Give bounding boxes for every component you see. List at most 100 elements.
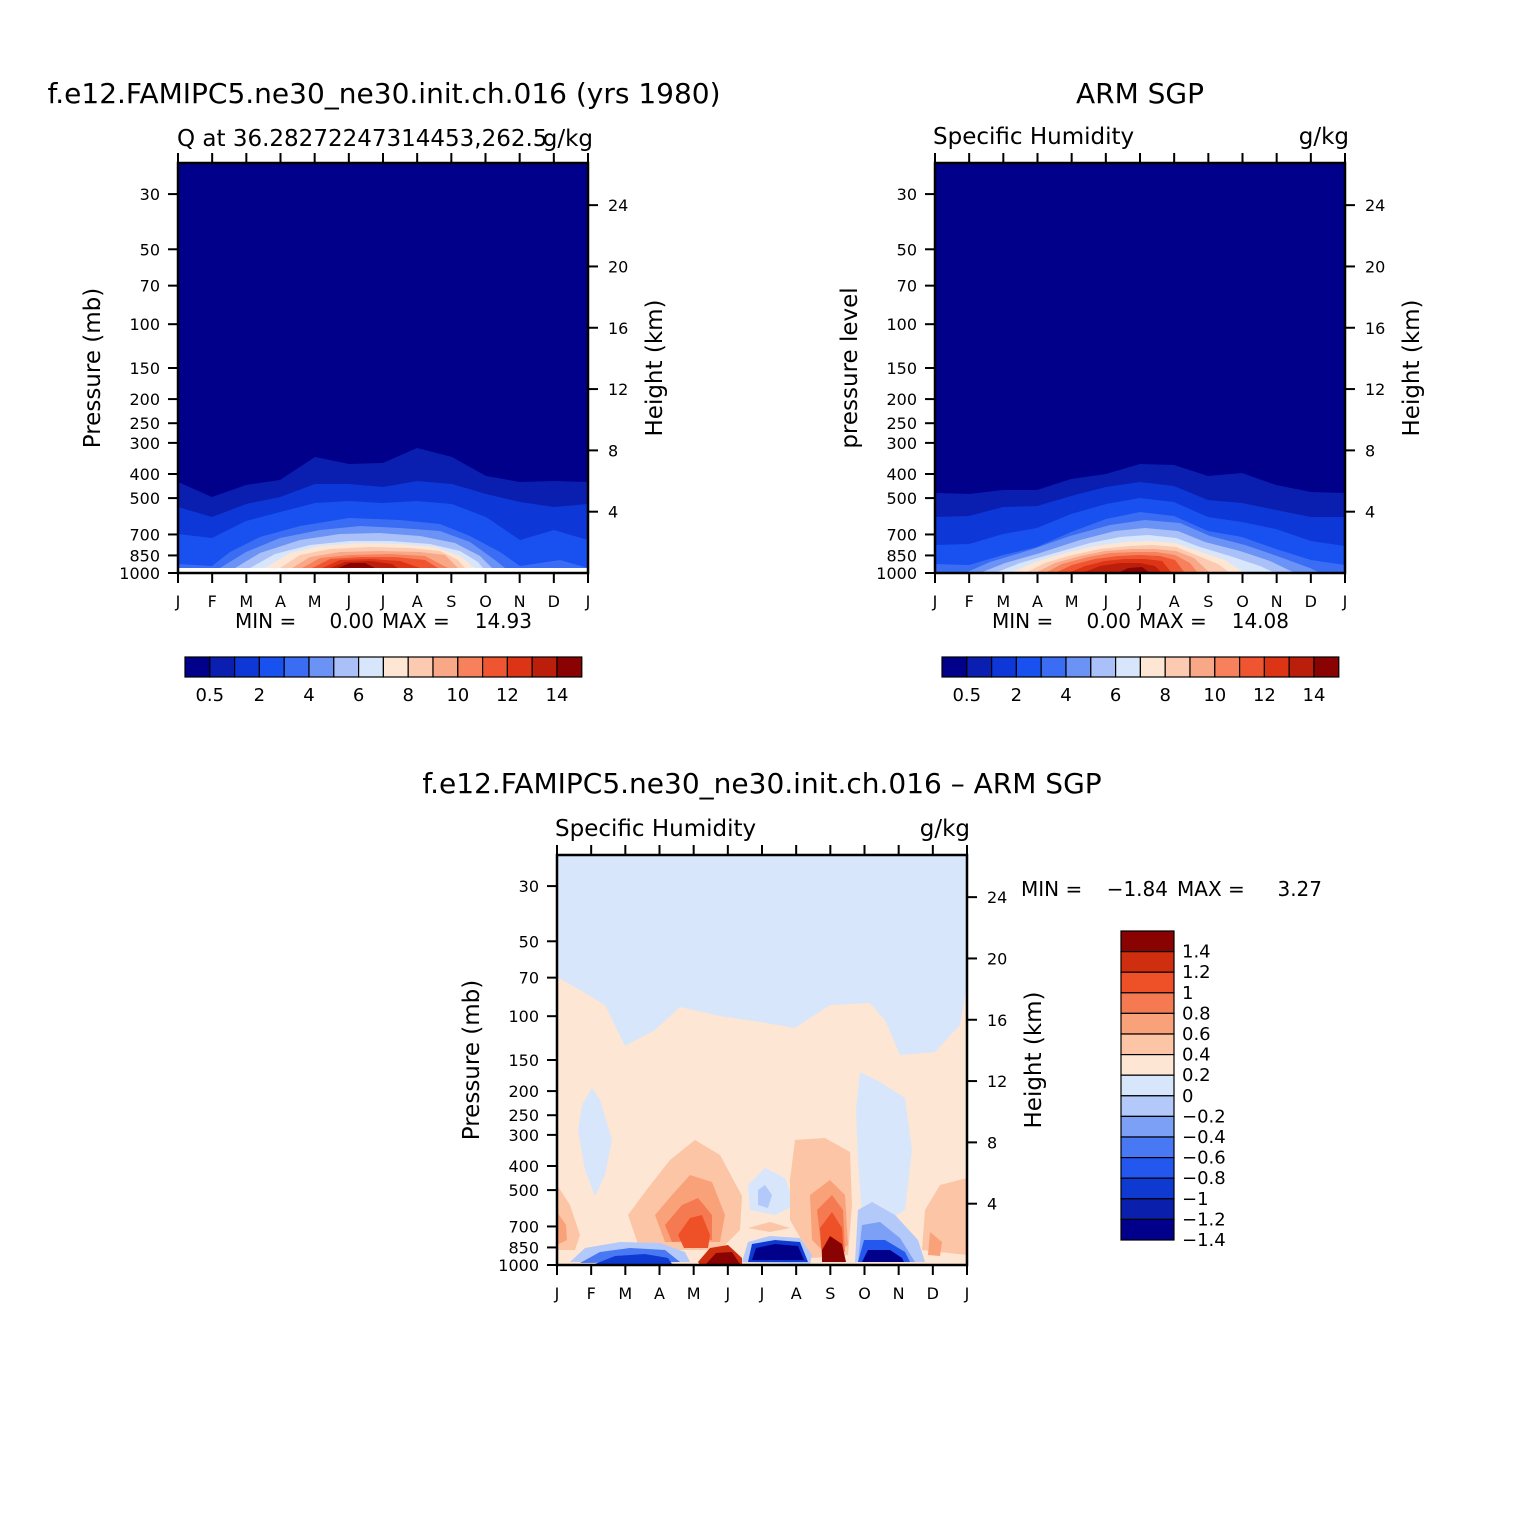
y-tick-label: 1000 (876, 564, 917, 583)
y-tick-label: 150 (129, 359, 160, 378)
colorbar-swatch (283, 656, 310, 678)
colorbar-label: −0.4 (1182, 1127, 1226, 1148)
x-tick-label: F (208, 592, 217, 611)
colorbar-label: 0.2 (1182, 1065, 1211, 1086)
panel-obs-min-label: MIN = (992, 609, 1053, 633)
diff-pos-jun-core-inner (706, 1252, 740, 1264)
colorbar-label: 2 (1011, 685, 1022, 706)
panel-model-field (178, 163, 588, 573)
colorbar-swatch (1120, 992, 1175, 1014)
y-tick-label: 850 (129, 546, 160, 565)
colorbar-label: 0.5 (195, 685, 224, 706)
panel-diff-colorbar: 1.41.210.80.60.40.20−0.2−0.4−0.6−0.8−1−1… (1120, 930, 1226, 1251)
diff-pos-sep-core (822, 1236, 846, 1262)
panel-diff-title: f.e12.FAMIPC5.ne30_ne30.init.ch.016 – AR… (422, 767, 1101, 800)
colorbar-swatch (1120, 971, 1175, 994)
colorbar-swatch (308, 656, 335, 678)
colorbar-swatch (1120, 950, 1175, 973)
colorbar-label: 4 (1060, 685, 1071, 706)
field-band-15 (1118, 567, 1150, 573)
colorbar-swatch (1288, 656, 1315, 678)
colorbar-label: −0.2 (1182, 1106, 1226, 1127)
colorbar-swatch (1120, 1198, 1175, 1221)
diff-neg-jul-2 (752, 1244, 804, 1260)
y-right-tick-label: 16 (608, 319, 628, 338)
panel-obs-right-ticks: 24 20 16 12 8 4 (1345, 196, 1385, 522)
colorbar-swatch (382, 656, 409, 678)
colorbar-label: 1.4 (1182, 942, 1211, 963)
y-tick-label: 400 (508, 1157, 539, 1176)
diff-pos-jul-strip (748, 1222, 790, 1232)
colorbar-swatch (1120, 1012, 1175, 1035)
colorbar-label: −0.8 (1182, 1168, 1226, 1189)
colorbar-swatch (1120, 1177, 1175, 1200)
colorbar-label: 1.2 (1182, 962, 1211, 983)
x-tick-label: S (446, 592, 456, 611)
colorbar-swatch (990, 656, 1017, 678)
panel-model-subtitle-left: Q at 36.28272247314453,262.5 (177, 126, 547, 152)
colorbar-swatch (1120, 1095, 1175, 1118)
panel-obs-field (935, 163, 1345, 573)
y-right-tick-label: 12 (608, 380, 628, 399)
panel-model-right-ticks: 24 20 16 12 8 4 (588, 196, 628, 522)
x-tick-label: F (587, 1284, 596, 1303)
x-tick-label: J (345, 592, 351, 611)
colorbar-swatch (941, 656, 968, 678)
y-right-tick-label: 12 (987, 1072, 1007, 1091)
x-tick-label: J (175, 592, 181, 611)
y-tick-label: 150 (886, 359, 917, 378)
colorbar-swatch (531, 656, 558, 678)
field-band-15 (338, 563, 375, 568)
colorbar-label: 0.4 (1182, 1045, 1211, 1066)
colorbar-swatch (1114, 656, 1141, 678)
colorbar-label: 0.5 (952, 685, 981, 706)
x-tick-label: J (724, 1284, 730, 1303)
colorbar-label: −0.6 (1182, 1148, 1226, 1169)
x-tick-label: A (1169, 592, 1180, 611)
colorbar-swatch (457, 656, 484, 678)
colorbar-label: 4 (303, 685, 314, 706)
panel-model-max-label: MAX = (382, 609, 450, 633)
colorbar-swatch (1214, 656, 1241, 678)
diff-neg-feb-2 (595, 1254, 672, 1264)
y-tick-label: 100 (886, 315, 917, 334)
x-tick-label: N (514, 592, 526, 611)
panel-model-min-value: 0.00 (329, 609, 374, 633)
panel-diff: f.e12.FAMIPC5.ne30_ne30.init.ch.016 – AR… (422, 767, 1322, 1303)
y-right-tick-label: 16 (987, 1011, 1007, 1030)
colorbar-label: 14 (546, 685, 569, 706)
colorbar-swatch (1120, 1156, 1175, 1179)
colorbar-swatch (1164, 656, 1191, 678)
y-tick-label: 500 (886, 489, 917, 508)
panel-diff-min-label: MIN = (1021, 877, 1082, 901)
panel-model-ylabel-right: Height (km) (642, 299, 668, 436)
panel-model-subtitle-right: g/kg (543, 126, 593, 152)
colorbar-label: 0 (1182, 1086, 1193, 1107)
colorbar-swatch (1120, 1053, 1175, 1076)
y-right-tick-label: 8 (1365, 441, 1375, 460)
y-right-tick-label: 20 (987, 949, 1007, 968)
y-tick-label: 30 (519, 877, 539, 896)
x-tick-label: O (1236, 592, 1249, 611)
colorbar-label: 2 (254, 685, 265, 706)
panel-diff-subtitle-left: Specific Humidity (555, 816, 756, 842)
colorbar-swatch (1065, 656, 1092, 678)
colorbar-label: 14 (1303, 685, 1326, 706)
colorbar-label: −1.2 (1182, 1209, 1226, 1230)
colorbar-label: 6 (1110, 685, 1121, 706)
colorbar-swatch (258, 656, 285, 678)
y-tick-label: 50 (140, 240, 160, 259)
panel-obs-colorbar: 0.5 2 4 6 8 10 12 14 (941, 656, 1340, 706)
colorbar-swatch (184, 656, 211, 678)
x-tick-label: M (239, 592, 253, 611)
x-tick-label: J (585, 592, 591, 611)
y-tick-label: 850 (508, 1238, 539, 1257)
y-tick-label: 50 (897, 240, 917, 259)
y-tick-label: 850 (886, 546, 917, 565)
y-tick-label: 300 (508, 1126, 539, 1145)
x-tick-label: A (412, 592, 423, 611)
x-tick-label: D (927, 1284, 939, 1303)
